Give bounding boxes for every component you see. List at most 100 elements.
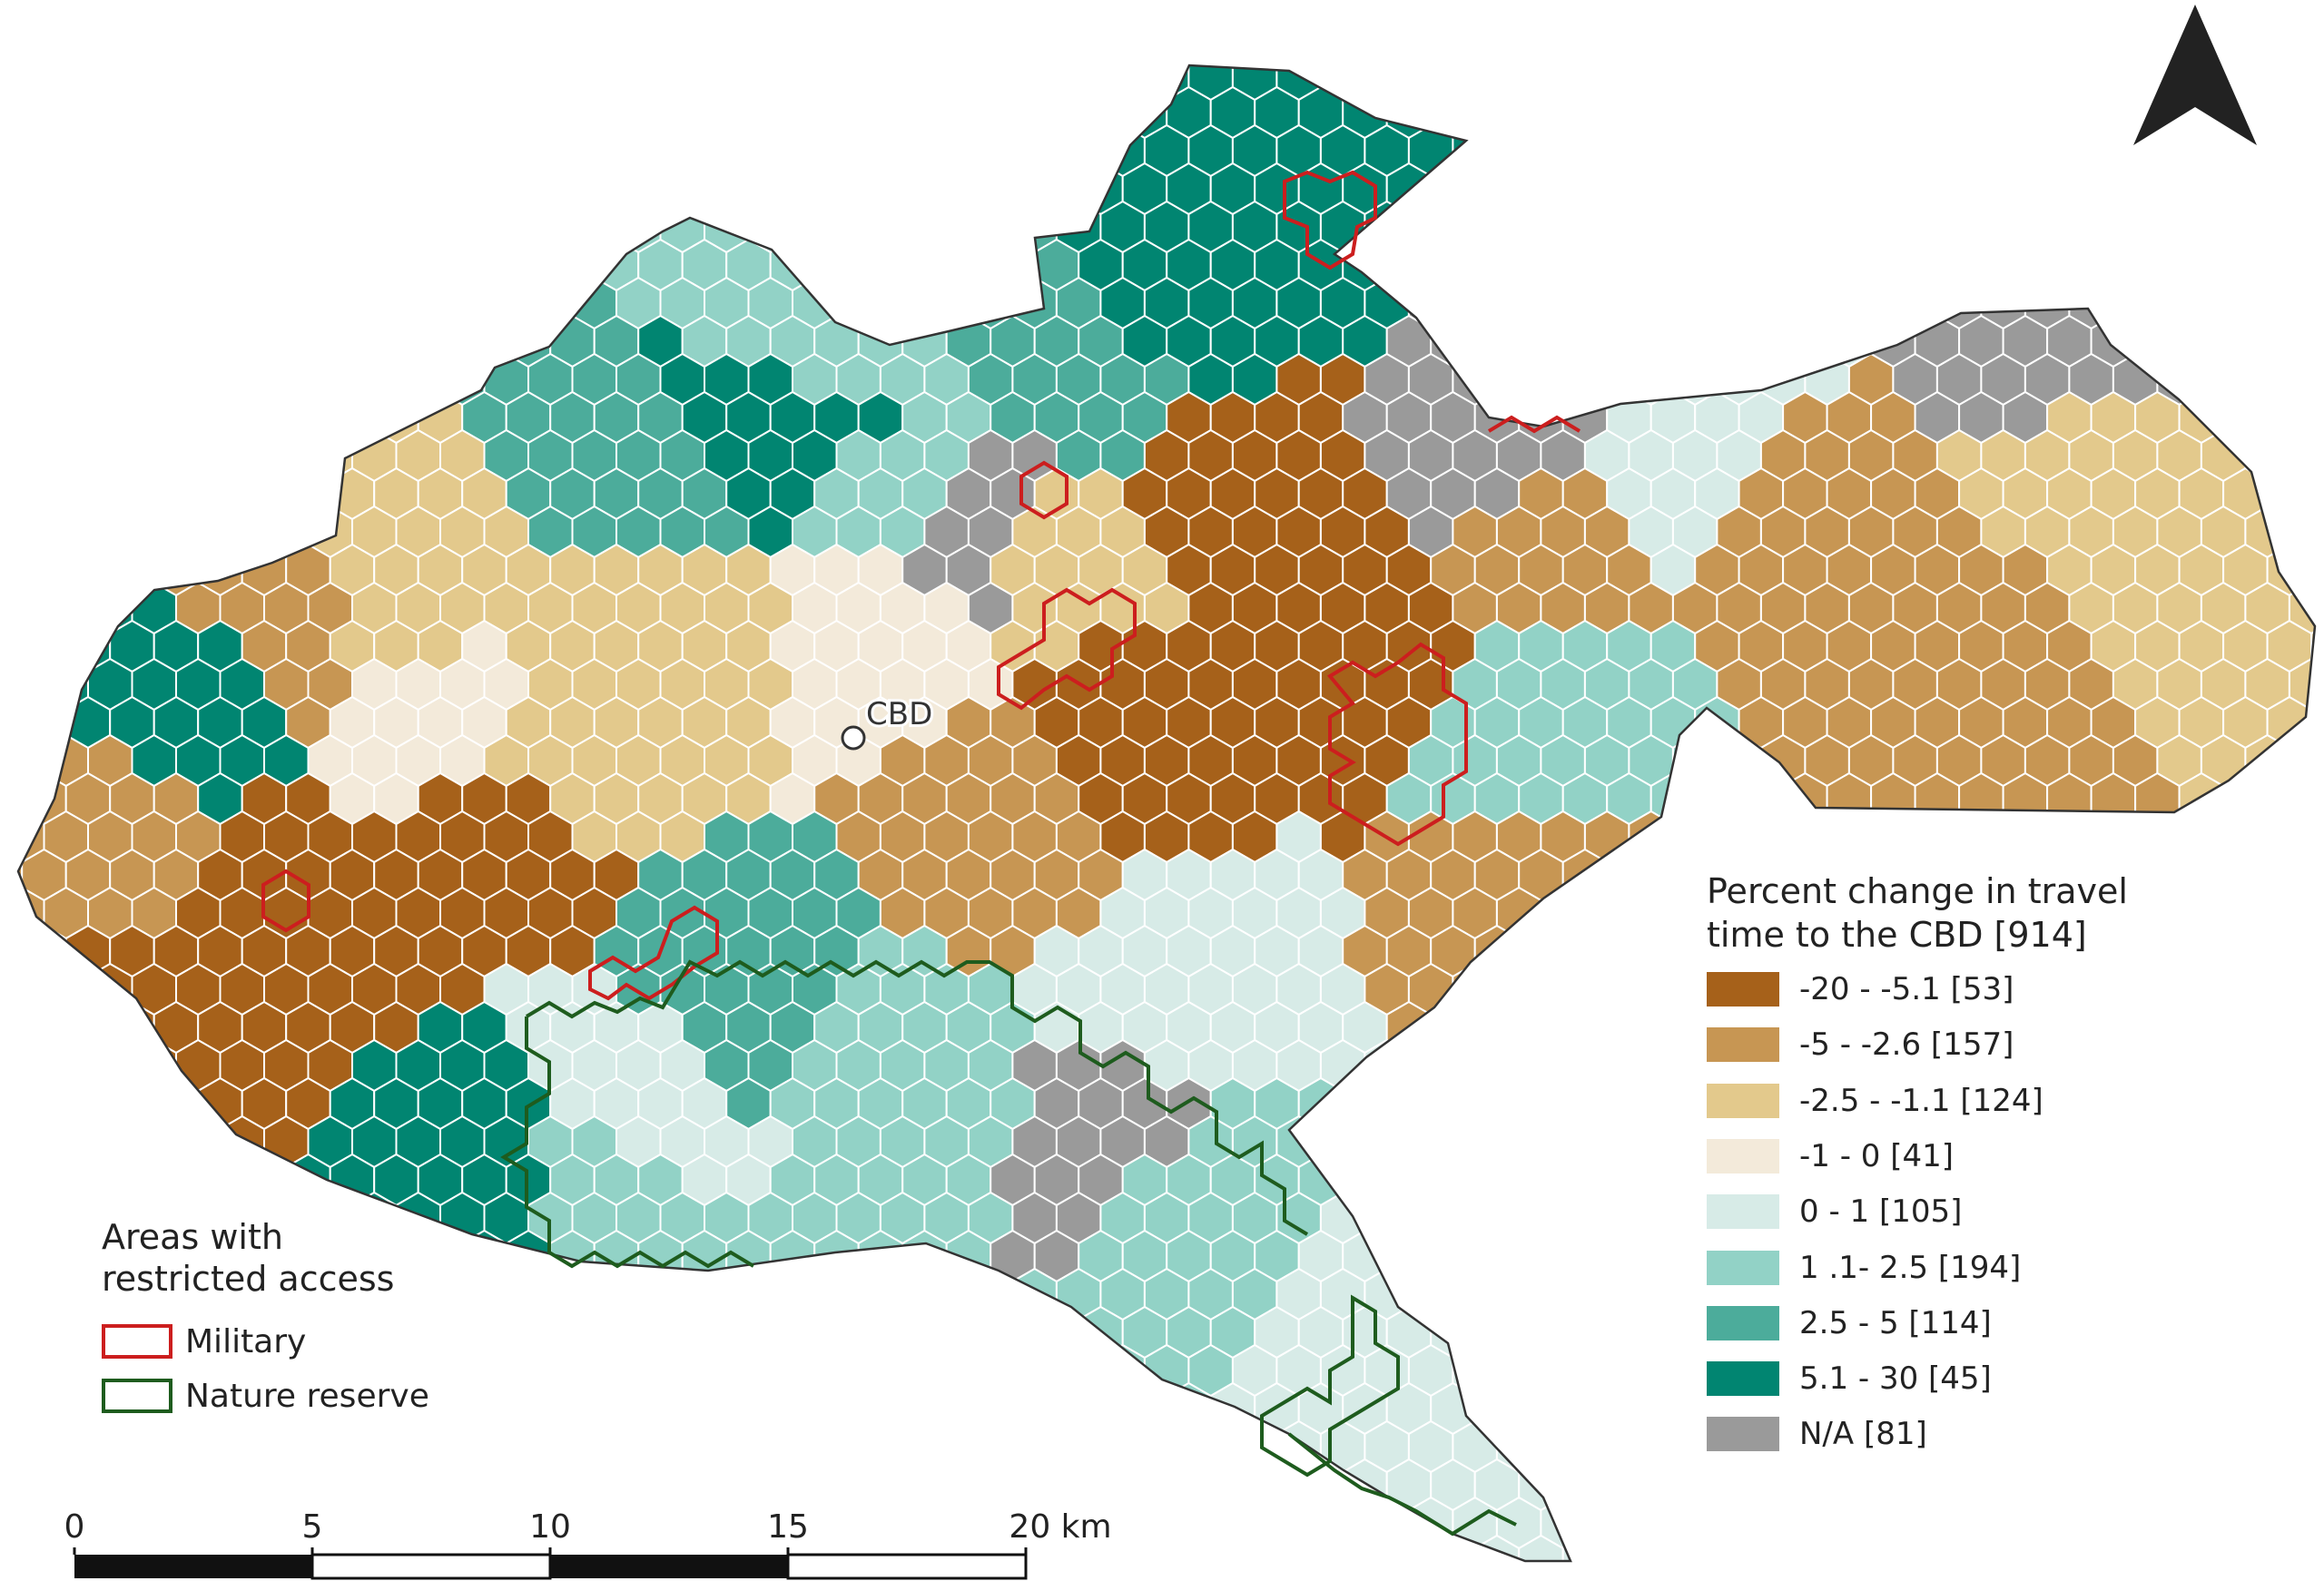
hex-cell <box>1342 1534 1388 1561</box>
military-label: Military <box>185 1322 307 1360</box>
legend-swatch <box>1707 1305 1779 1340</box>
hex-cell <box>1671 276 1718 330</box>
hex-cell <box>1561 314 1609 368</box>
hex-cell <box>1583 1115 1630 1169</box>
hex-cell <box>593 1458 640 1512</box>
hex-cell <box>2112 962 2159 1016</box>
hex-cell <box>1297 1534 1344 1561</box>
hex-cell <box>1583 65 1630 102</box>
hex-cell <box>2222 1534 2269 1561</box>
hex-cell <box>461 238 507 292</box>
hex-cell <box>1209 1458 1256 1512</box>
hex-cell <box>2068 1419 2114 1474</box>
hex-cell <box>64 85 112 140</box>
hex-cell <box>87 505 133 559</box>
hex-cell <box>18 581 45 635</box>
hex-cell <box>2288 1267 2315 1321</box>
scale-segment-3 <box>550 1555 788 1578</box>
hex-cell <box>483 1419 529 1474</box>
hex-cell <box>615 1496 662 1550</box>
hex-cell <box>1518 314 1564 368</box>
legend-item: -20 - -5.1 [53] <box>1707 971 2014 1007</box>
scale-segment-2 <box>310 1553 552 1580</box>
hex-cell <box>2002 162 2049 216</box>
hex-cell <box>792 123 838 178</box>
hex-cell <box>1121 1458 1168 1512</box>
hex-cell <box>1759 810 1807 864</box>
hex-cell <box>1804 276 1850 330</box>
hex-cell <box>571 1419 617 1474</box>
hex-cell <box>857 1305 904 1360</box>
hex-cell <box>21 85 67 140</box>
hex-cell <box>263 276 310 330</box>
hex-cell <box>64 238 112 292</box>
hex-cell <box>131 65 177 102</box>
hex-cell <box>923 1419 970 1474</box>
hex-cell <box>1364 65 1410 102</box>
hex-cell <box>593 1305 640 1360</box>
hex-cell <box>87 123 133 178</box>
hex-cell <box>2266 1305 2313 1360</box>
hex-cell <box>18 1229 24 1283</box>
hex-cell <box>1561 1153 1609 1207</box>
hex-cell <box>1407 1115 1454 1169</box>
hex-cell <box>2222 390 2269 445</box>
hex-cell <box>307 352 353 407</box>
hex-cell <box>726 11 771 62</box>
hex-cell <box>2200 352 2247 407</box>
hex-cell <box>2112 1038 2159 1093</box>
hex-cell <box>683 11 727 62</box>
hex-cell <box>483 1267 529 1321</box>
hex-cell <box>1033 1458 1080 1512</box>
hex-cell <box>2222 162 2269 216</box>
hex-cell <box>1033 1381 1080 1436</box>
hex-cell <box>1583 1191 1630 1245</box>
hex-cell <box>439 276 486 330</box>
hex-cell <box>901 85 948 140</box>
scale-tick-label: 10 <box>529 1508 571 1546</box>
hex-cell <box>153 1076 200 1131</box>
hex-cell <box>18 1191 45 1245</box>
hex-cell <box>2068 200 2114 254</box>
legend-swatch <box>1707 972 1779 1007</box>
hex-cell <box>1583 1496 1630 1550</box>
hex-cell <box>2266 1229 2313 1283</box>
hex-cell <box>1473 314 1521 368</box>
hex-cell <box>241 1153 288 1207</box>
hex-cell <box>417 1305 464 1360</box>
nature-reserve <box>525 959 1309 1236</box>
hex-cell <box>2134 848 2181 902</box>
hex-cell <box>681 1381 728 1436</box>
hex-cell <box>2310 771 2315 826</box>
hex-cell <box>175 1496 222 1550</box>
hex-cell <box>1914 238 1961 292</box>
hex-cell <box>2002 1534 2049 1561</box>
hex-cell <box>2112 1343 2159 1398</box>
hex-cell <box>637 1381 684 1436</box>
hex-cell <box>1870 238 1916 292</box>
hex-cell <box>395 1496 441 1550</box>
hex-cell <box>2068 65 2114 102</box>
hex-cell <box>43 1115 89 1169</box>
hex-cell <box>2134 1153 2181 1207</box>
hex-cell <box>2178 1381 2225 1436</box>
hex-cell <box>2002 85 2049 140</box>
hex-cell <box>21 1381 67 1436</box>
hex-cell <box>593 1381 640 1436</box>
hex-cell <box>1583 352 1630 407</box>
hex-cell <box>351 1419 398 1474</box>
nature-reserves <box>500 959 1517 1537</box>
hex-cell <box>18 1038 45 1093</box>
hex-cell <box>704 1419 750 1474</box>
hex-cell <box>439 1496 486 1550</box>
hex-cell <box>1958 162 2004 216</box>
hex-cell <box>1299 11 1344 62</box>
hex-cell <box>593 85 640 140</box>
hex-cell <box>2178 1000 2225 1055</box>
hex-cell <box>549 1381 596 1436</box>
hex-cell <box>659 1343 705 1398</box>
hex-cell <box>2244 1115 2290 1169</box>
hex-cell <box>1540 1419 1586 1474</box>
hex-cell <box>2244 886 2290 940</box>
